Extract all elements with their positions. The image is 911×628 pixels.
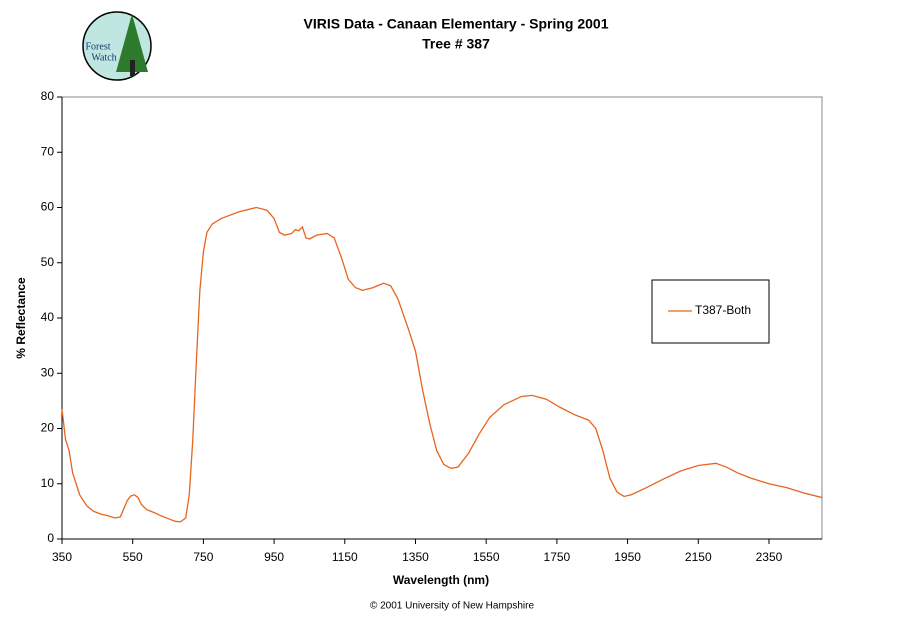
- y-tick-label: 10: [41, 476, 55, 490]
- y-tick-label: 50: [41, 255, 55, 269]
- logo-text: Forest: [86, 41, 111, 52]
- y-axis-label: % Reflectance: [14, 277, 28, 359]
- y-tick-label: 0: [47, 531, 54, 545]
- chart-subtitle: Tree # 387: [422, 36, 490, 52]
- x-tick-label: 1750: [544, 550, 571, 564]
- logo: Forest Watch: [82, 11, 152, 81]
- x-tick-label: 2350: [756, 550, 783, 564]
- x-tick-label: 950: [264, 550, 284, 564]
- x-tick-label: 1350: [402, 550, 429, 564]
- logo-text: Watch: [91, 52, 116, 63]
- y-tick-label: 40: [41, 310, 55, 324]
- footer: © 2001 University of New Hampshire: [370, 601, 535, 612]
- x-tick-label: 2150: [685, 550, 712, 564]
- x-tick-label: 750: [193, 550, 213, 564]
- y-tick-label: 30: [41, 365, 55, 379]
- y-tick-label: 20: [41, 421, 55, 435]
- logo-tree: [116, 14, 148, 72]
- x-tick-label: 550: [123, 550, 143, 564]
- y-tick-label: 80: [41, 89, 55, 103]
- x-tick-label: 1550: [473, 550, 500, 564]
- logo-trunk: [130, 60, 135, 76]
- x-tick-label: 350: [52, 550, 72, 564]
- y-tick-label: 60: [41, 200, 55, 214]
- x-axis-label: Wavelength (nm): [393, 573, 489, 587]
- x-tick-label: 1950: [614, 550, 641, 564]
- legend-label: T387-Both: [695, 303, 751, 317]
- data-line: [61, 206, 823, 523]
- y-tick-label: 70: [41, 144, 55, 158]
- x-tick-label: 1150: [332, 550, 358, 564]
- chart-title: VIRIS Data - Canaan Elementary - Spring …: [304, 16, 609, 32]
